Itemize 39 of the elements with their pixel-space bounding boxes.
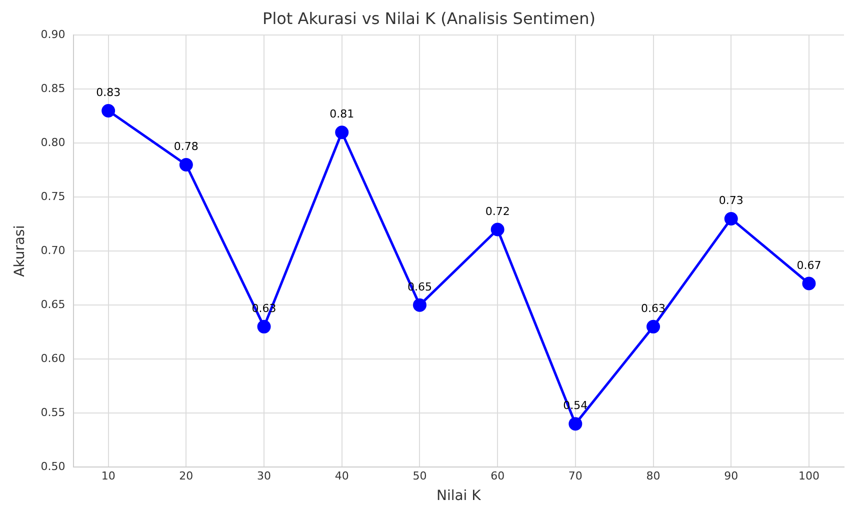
x-tick-label: 40 xyxy=(334,469,349,482)
data-label: 0.73 xyxy=(718,194,744,208)
point xyxy=(568,417,582,431)
point xyxy=(646,320,660,334)
point xyxy=(412,298,426,312)
point xyxy=(102,104,116,118)
point xyxy=(257,320,271,334)
x-tick-label: 30 xyxy=(257,469,272,482)
point xyxy=(802,276,816,290)
y-tick-label: 0.65 xyxy=(40,298,66,311)
point xyxy=(335,126,349,140)
x-tick-label: 80 xyxy=(646,469,660,482)
data-label: 0.67 xyxy=(796,258,822,272)
x-tick-label: 90 xyxy=(724,469,738,482)
y-tick-label: 0.90 xyxy=(40,28,66,42)
point xyxy=(179,158,193,172)
x-tick-label: 20 xyxy=(179,469,194,482)
y-tick-label: 0.50 xyxy=(40,460,66,473)
data-label: 0.81 xyxy=(330,108,354,121)
data-label: 0.63 xyxy=(641,302,666,316)
y-tick-label: 0.80 xyxy=(40,136,66,150)
point xyxy=(490,222,504,236)
x-tick-label: 100 xyxy=(798,469,820,482)
x-axis-title: Nilai K xyxy=(436,488,482,504)
x-tick-label: 60 xyxy=(490,469,505,482)
y-axis-title: Akurasi xyxy=(12,225,28,277)
y-tick-label: 0.60 xyxy=(40,352,66,365)
data-label: 0.72 xyxy=(485,204,510,218)
x-tick-label: 50 xyxy=(412,469,427,482)
x-tick-label: 70 xyxy=(568,469,582,482)
y-tick-label: 0.55 xyxy=(40,406,66,419)
y-tick-label: 0.75 xyxy=(40,190,66,203)
y-tick-label: 0.70 xyxy=(40,244,66,257)
data-label: 0.78 xyxy=(174,140,198,154)
y-tick-label: 0.85 xyxy=(40,82,66,96)
point xyxy=(724,212,738,226)
x-tick-label: 10 xyxy=(101,469,116,482)
data-label: 0.83 xyxy=(96,86,121,100)
chart-title: Plot Akurasi vs Nilai K (Analisis Sentimen) xyxy=(262,8,596,28)
